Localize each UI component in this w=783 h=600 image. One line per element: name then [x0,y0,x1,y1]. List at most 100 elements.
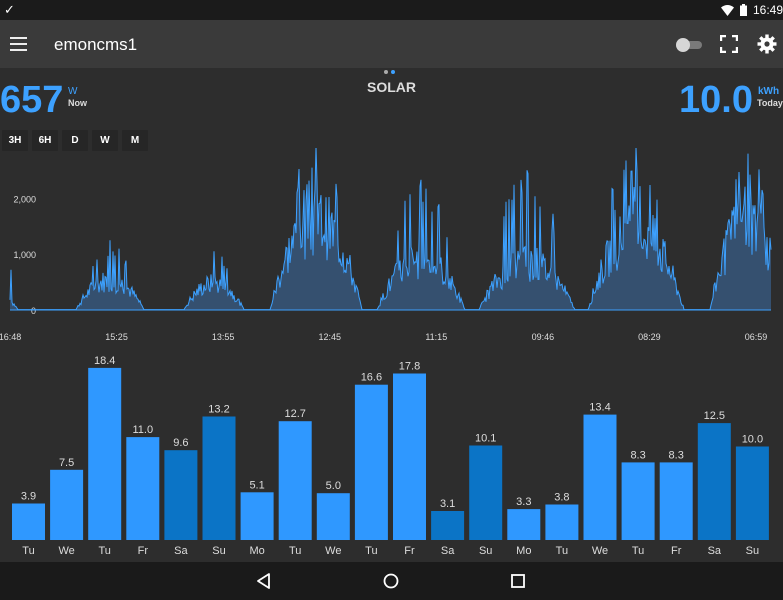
y-tick-label: 1,000 [13,250,36,260]
fullscreen-icon[interactable] [720,35,738,53]
x-tick-label: 16:48 [0,332,21,342]
bar-category-label: Tu [98,545,110,557]
status-bar: ✓ 16:49 [0,0,783,20]
bar-category-label: Su [212,545,225,557]
battery-icon [739,4,747,16]
power-unit: W [68,86,78,97]
page-title: SOLAR [367,79,416,95]
bar-value-label: 3.3 [516,496,531,508]
bar-category-label: We [58,545,74,557]
energy-bar [735,446,769,540]
energy-bar [545,504,579,540]
energy-bar [88,367,122,540]
bar-category-label: Tu [365,545,377,557]
settings-gear-icon[interactable] [757,34,777,54]
bar-category-label: Tu [632,545,644,557]
bar-category-label: Mo [249,545,264,557]
bar-category-label: Fr [671,545,682,557]
energy-bar [697,423,731,540]
bar-value-label: 12.7 [284,408,305,420]
bar-value-label: 17.8 [399,361,420,373]
energy-today-value: 10.0 [679,79,753,121]
bar-value-label: 5.1 [249,479,264,491]
energy-unit: kWh [758,86,780,97]
energy-bar [50,469,84,540]
bar-value-label: 13.2 [208,404,229,416]
app-title: emoncms1 [54,35,138,54]
power-label: Now [68,98,87,108]
bar-category-label: Mo [516,545,531,557]
bar-category-label: Su [479,545,492,557]
bar-value-label: 10.0 [742,434,763,446]
status-time: 16:49 [752,3,783,17]
energy-bar [583,414,617,540]
range-6h-button[interactable]: 6H [32,130,58,151]
bar-value-label: 9.6 [173,437,188,449]
bar-value-label: 8.3 [669,449,684,461]
energy-bar [621,462,655,540]
x-tick-label: 12:45 [318,332,341,342]
range-3h-button[interactable]: 3H [2,130,28,151]
range-day-button[interactable]: D [62,130,88,151]
power-series-line [9,148,772,311]
menu-icon[interactable] [10,37,27,51]
range-month-button[interactable]: M [122,130,148,151]
navigation-bar [0,562,783,600]
bar-category-label: Sa [441,545,455,557]
status-icons: 16:49 [720,3,783,17]
energy-label: Today [757,98,783,108]
toggle-switch[interactable] [676,38,702,52]
bar-value-label: 18.4 [94,355,115,367]
recent-apps-icon[interactable] [510,573,526,589]
energy-bar [393,373,426,540]
energy-bar [240,492,274,540]
energy-bar [431,511,465,540]
app-bar: emoncms1 [0,20,783,68]
bar-value-label: 3.8 [554,492,569,504]
energy-bar [659,462,693,540]
x-tick-label: 09:46 [532,332,555,342]
bar-value-label: 11.0 [133,424,154,436]
bar-value-label: 8.3 [630,449,645,461]
time-range-selector: 3H 6H D W M [2,130,148,151]
energy-bar [354,384,388,540]
bar-category-label: We [592,545,608,557]
back-icon[interactable] [256,573,272,589]
bar-value-label: 7.5 [59,457,74,469]
bar-category-label: Sa [708,545,722,557]
bar-value-label: 3.1 [440,498,455,510]
energy-bar [507,509,541,540]
power-history-chart[interactable]: 0 1,000 2,000 16:48 15:25 13:55 12:45 11:15 09:4… [0,148,783,348]
bar-category-label: Su [746,545,759,557]
home-icon[interactable] [383,573,399,589]
bar-category-label: Fr [404,545,415,557]
wifi-icon [720,4,734,16]
bar-category-label: Tu [289,545,301,557]
energy-bar [202,416,236,540]
bar-category-label: We [325,545,341,557]
bar-category-label: Sa [174,545,188,557]
y-tick-label: 0 [31,306,36,316]
checkmark-icon: ✓ [4,2,15,17]
y-tick-label: 2,000 [13,194,36,204]
page-indicator[interactable] [384,70,395,74]
range-week-button[interactable]: W [92,130,118,151]
bar-category-label: Tu [556,545,568,557]
power-now-value: 657 [0,79,64,121]
bar-category-label: Fr [138,545,149,557]
daily-energy-chart[interactable]: 3.9 Tu 7.5 We 18.4 Tu 11.0 Fr 9.6 Sa 13.2 Su 5.1 Mo 12… [0,348,783,562]
energy-bar [316,493,350,540]
bar-category-label: Tu [22,545,34,557]
bar-value-label: 13.4 [589,402,610,414]
bar-value-label: 5.0 [326,480,341,492]
bar-value-label: 12.5 [704,410,725,422]
x-tick-label: 15:25 [105,332,128,342]
energy-bar [12,503,45,540]
energy-bar [469,445,503,540]
energy-bar [164,450,198,540]
bar-value-label: 10.1 [475,433,496,445]
x-tick-label: 06:59 [745,332,768,342]
bar-value-label: 16.6 [361,372,382,384]
x-tick-label: 11:15 [425,332,447,342]
x-tick-label: 08:29 [638,332,661,342]
